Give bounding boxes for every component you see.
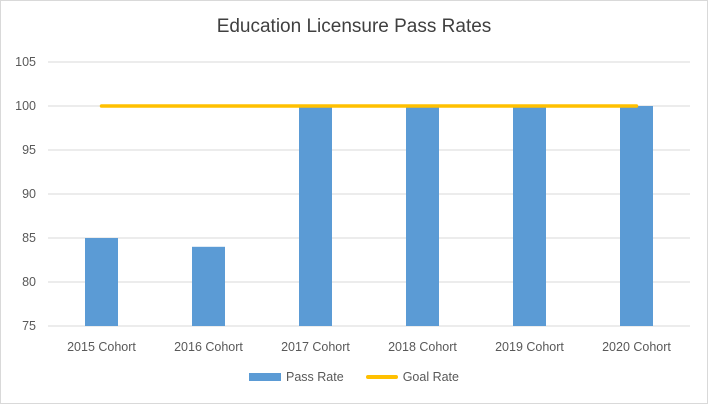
x-tick-label: 2017 Cohort <box>281 340 350 354</box>
y-tick-label: 75 <box>22 319 36 333</box>
legend: Pass Rate Goal Rate <box>0 370 708 384</box>
y-tick-label: 80 <box>22 275 36 289</box>
bar-pass-rate <box>406 106 439 326</box>
bar-pass-rate <box>192 246 225 326</box>
legend-label-goal-rate: Goal Rate <box>402 370 459 384</box>
bar-pass-rate <box>299 106 332 326</box>
y-tick-label: 100 <box>15 99 36 113</box>
y-tick-label: 105 <box>15 55 36 69</box>
bar-pass-rate <box>620 106 653 326</box>
x-tick-label: 2016 Cohort <box>174 340 243 354</box>
chart-title: Education Licensure Pass Rates <box>216 16 492 37</box>
x-tick-label: 2018 Cohort <box>388 340 457 354</box>
legend-item-pass-rate: Pass Rate <box>249 370 344 384</box>
y-tick-label: 95 <box>22 143 36 157</box>
bar-pass-rate <box>513 106 546 326</box>
y-axis: 75 80 85 90 95 100 105 <box>15 55 36 333</box>
x-tick-label: 2019 Cohort <box>495 340 564 354</box>
y-tick-label: 90 <box>22 187 36 201</box>
goal-rate-swatch <box>365 375 398 379</box>
pass-rate-swatch <box>249 373 282 381</box>
x-axis: 2015 Cohort 2016 Cohort 2017 Cohort 2018 Co… <box>67 340 671 354</box>
bar-series <box>85 106 653 326</box>
x-tick-label: 2015 Cohort <box>67 340 136 354</box>
x-tick-label: 2020 Cohort <box>602 340 671 354</box>
legend-item-goal-rate: Goal Rate <box>365 370 459 384</box>
gridlines <box>48 61 690 327</box>
legend-label-pass-rate: Pass Rate <box>286 370 344 384</box>
bar-pass-rate <box>85 238 118 326</box>
y-tick-label: 85 <box>22 231 36 245</box>
